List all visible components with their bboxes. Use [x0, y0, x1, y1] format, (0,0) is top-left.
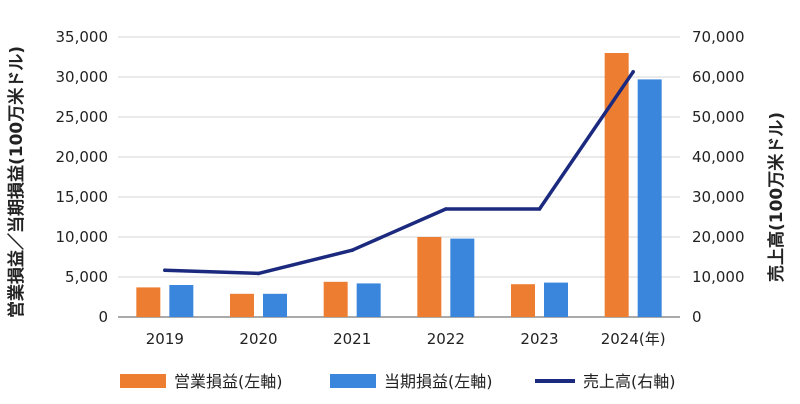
bar-net-2021: [356, 283, 381, 317]
x-tick-label: 2021: [333, 330, 371, 348]
bar-operating-2024: [604, 53, 629, 317]
left-tick-label: 10,000: [56, 228, 109, 246]
right-axis-title: 売上高(100万米ドル): [766, 112, 787, 282]
bar-net-2024: [637, 79, 662, 318]
bar-net-2019: [169, 285, 194, 317]
legend-swatch-0: [120, 374, 166, 388]
x-tick-label: 2020: [239, 330, 277, 348]
legend-label-0: 営業損益(左軸): [174, 372, 283, 391]
bar-operating-2020: [230, 293, 254, 317]
left-tick-label: 0: [98, 308, 108, 326]
legend-label-1: 当期損益(左軸): [384, 372, 493, 391]
left-tick-label: 25,000: [56, 108, 109, 126]
point-revenue-2021: [350, 248, 354, 252]
left-axis-title: 営業損益／当期損益(100万米ドル): [6, 46, 27, 318]
x-tick-label: 2022: [427, 330, 465, 348]
right-tick-label: 0: [692, 308, 702, 326]
x-tick-label: 2024(年): [601, 330, 666, 348]
point-revenue-2019: [163, 268, 167, 273]
point-revenue-2022: [444, 207, 448, 211]
right-tick-label: 60,000: [692, 68, 745, 86]
left-tick-label: 5,000: [65, 268, 108, 286]
point-revenue-2020: [256, 271, 261, 276]
left-tick-label: 20,000: [56, 148, 109, 166]
right-tick-label: 50,000: [692, 108, 745, 126]
bar-operating-2023: [511, 284, 535, 317]
left-tick-label: 35,000: [56, 28, 109, 46]
x-tick-label: 2023: [520, 330, 558, 348]
left-tick-label: 15,000: [56, 188, 109, 206]
bar-operating-2022: [417, 237, 442, 317]
legend-label-2: 売上高(右軸): [583, 372, 676, 391]
right-tick-label: 20,000: [692, 228, 745, 246]
bar-operating-2019: [136, 287, 161, 317]
point-revenue-2024: [631, 70, 635, 74]
bar-net-2022: [450, 238, 475, 317]
legend-swatch-1: [330, 374, 376, 388]
left-tick-label: 30,000: [56, 68, 109, 86]
point-revenue-2023: [537, 207, 542, 211]
bar-operating-2021: [323, 281, 348, 317]
bar-net-2020: [263, 293, 287, 317]
right-tick-label: 70,000: [692, 28, 745, 46]
x-tick-label: 2019: [146, 330, 184, 348]
right-tick-label: 30,000: [692, 188, 745, 206]
line-revenue: [164, 70, 635, 276]
right-tick-label: 10,000: [692, 268, 745, 286]
right-tick-label: 40,000: [692, 148, 745, 166]
bar-net-2023: [544, 282, 568, 317]
